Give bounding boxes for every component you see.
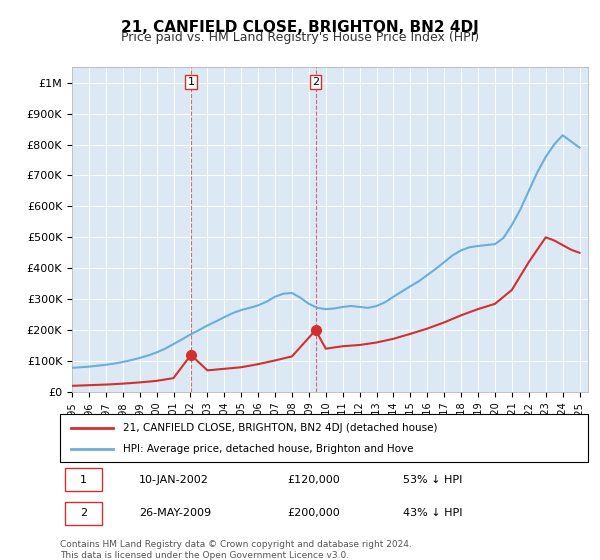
Text: £200,000: £200,000 bbox=[287, 508, 340, 518]
Text: 1: 1 bbox=[187, 77, 194, 87]
FancyBboxPatch shape bbox=[60, 414, 588, 462]
FancyBboxPatch shape bbox=[65, 502, 102, 525]
Text: 1: 1 bbox=[80, 475, 87, 484]
Text: 43% ↓ HPI: 43% ↓ HPI bbox=[403, 508, 463, 518]
Text: 21, CANFIELD CLOSE, BRIGHTON, BN2 4DJ (detached house): 21, CANFIELD CLOSE, BRIGHTON, BN2 4DJ (d… bbox=[124, 423, 438, 433]
FancyBboxPatch shape bbox=[65, 468, 102, 491]
Text: 2: 2 bbox=[312, 77, 319, 87]
Text: 21, CANFIELD CLOSE, BRIGHTON, BN2 4DJ: 21, CANFIELD CLOSE, BRIGHTON, BN2 4DJ bbox=[121, 20, 479, 35]
Text: 26-MAY-2009: 26-MAY-2009 bbox=[139, 508, 211, 518]
Text: HPI: Average price, detached house, Brighton and Hove: HPI: Average price, detached house, Brig… bbox=[124, 444, 414, 454]
Text: £120,000: £120,000 bbox=[287, 475, 340, 484]
Text: 10-JAN-2002: 10-JAN-2002 bbox=[139, 475, 209, 484]
Text: Price paid vs. HM Land Registry's House Price Index (HPI): Price paid vs. HM Land Registry's House … bbox=[121, 31, 479, 44]
Text: 2: 2 bbox=[80, 508, 88, 518]
Text: 53% ↓ HPI: 53% ↓ HPI bbox=[403, 475, 463, 484]
Text: Contains HM Land Registry data © Crown copyright and database right 2024.
This d: Contains HM Land Registry data © Crown c… bbox=[60, 540, 412, 560]
